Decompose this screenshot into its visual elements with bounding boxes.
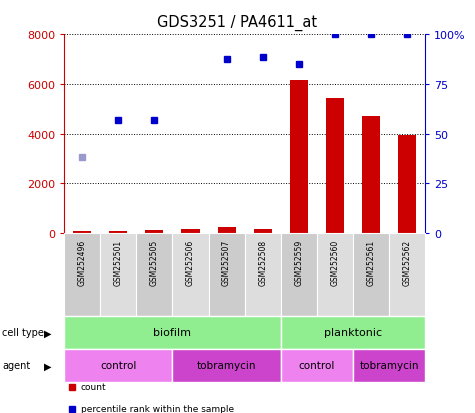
Text: count: count bbox=[81, 382, 106, 391]
Bar bbox=[281, 233, 317, 316]
Bar bbox=[245, 233, 281, 316]
Text: GSM252562: GSM252562 bbox=[403, 239, 411, 285]
Text: agent: agent bbox=[2, 361, 30, 370]
Bar bbox=[64, 233, 100, 316]
Text: ▶: ▶ bbox=[44, 361, 52, 370]
Text: control: control bbox=[299, 361, 335, 370]
Bar bbox=[389, 233, 425, 316]
Bar bbox=[73, 231, 91, 233]
Bar bbox=[281, 316, 425, 349]
Bar bbox=[362, 117, 380, 233]
Bar bbox=[64, 349, 172, 382]
Bar bbox=[209, 233, 245, 316]
Bar bbox=[254, 229, 272, 233]
Bar bbox=[353, 349, 425, 382]
Text: GSM252501: GSM252501 bbox=[114, 239, 123, 285]
Text: GSM252505: GSM252505 bbox=[150, 239, 159, 285]
Text: tobramycin: tobramycin bbox=[359, 361, 419, 370]
Text: GDS3251 / PA4611_at: GDS3251 / PA4611_at bbox=[157, 14, 318, 31]
Bar bbox=[317, 233, 353, 316]
Bar bbox=[172, 233, 209, 316]
Text: cell type: cell type bbox=[2, 328, 44, 337]
Bar bbox=[398, 135, 416, 233]
Bar bbox=[218, 228, 236, 233]
Bar bbox=[145, 231, 163, 233]
Text: GSM252560: GSM252560 bbox=[331, 239, 339, 285]
Text: GSM252508: GSM252508 bbox=[258, 239, 267, 285]
Bar bbox=[109, 231, 127, 233]
Text: percentile rank within the sample: percentile rank within the sample bbox=[81, 404, 234, 413]
Text: GSM252559: GSM252559 bbox=[294, 239, 303, 285]
Text: ▶: ▶ bbox=[44, 328, 52, 337]
Bar bbox=[353, 233, 389, 316]
Bar bbox=[290, 81, 308, 233]
Text: GSM252496: GSM252496 bbox=[78, 239, 86, 285]
Text: tobramycin: tobramycin bbox=[197, 361, 256, 370]
Bar bbox=[64, 316, 281, 349]
Bar bbox=[181, 229, 200, 233]
Bar bbox=[136, 233, 172, 316]
Text: control: control bbox=[100, 361, 136, 370]
Bar bbox=[172, 349, 281, 382]
Text: GSM252507: GSM252507 bbox=[222, 239, 231, 285]
Text: biofilm: biofilm bbox=[153, 328, 191, 337]
Text: planktonic: planktonic bbox=[324, 328, 382, 337]
Bar bbox=[100, 233, 136, 316]
Bar bbox=[326, 98, 344, 233]
Text: GSM252506: GSM252506 bbox=[186, 239, 195, 285]
Bar bbox=[281, 349, 353, 382]
Text: GSM252561: GSM252561 bbox=[367, 239, 375, 285]
